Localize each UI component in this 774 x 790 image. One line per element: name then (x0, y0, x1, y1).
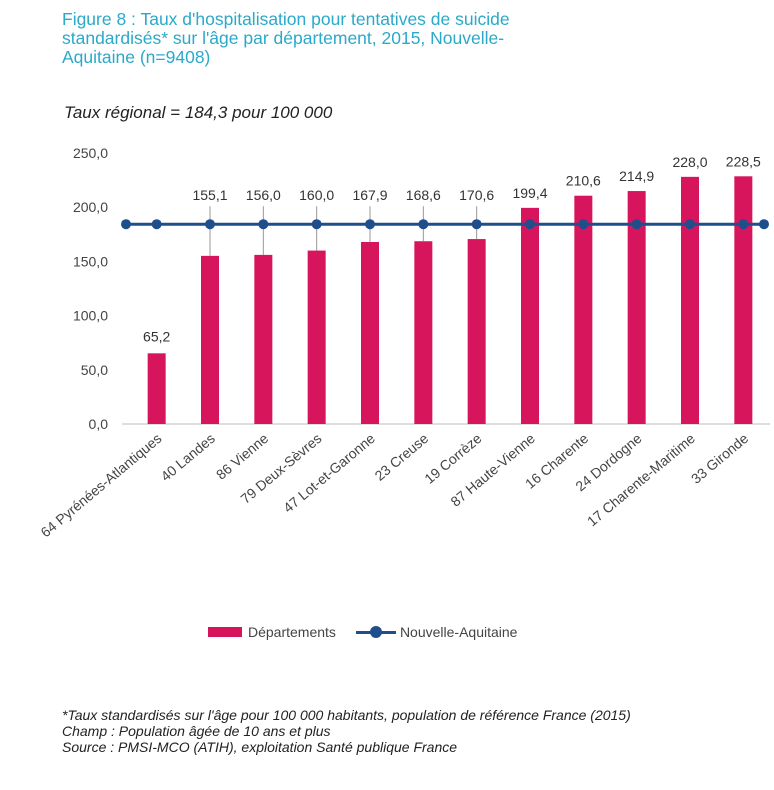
regional-point (365, 219, 375, 230)
regional-point (578, 219, 589, 230)
regional-point (151, 219, 162, 230)
category-label: 64 Pyrénées-Atlantiques (37, 430, 164, 540)
legend-line-swatch (355, 626, 396, 638)
regional-point (258, 219, 269, 230)
regional-point (205, 219, 215, 230)
chart-legend: Départements Nouvelle-Aquitaine (208, 624, 537, 640)
bar (201, 255, 219, 424)
data-label: 228,0 (672, 154, 707, 170)
y-tick-label: 150,0 (73, 253, 108, 269)
bar (147, 353, 166, 424)
chart-notes: *Taux standardisés sur l'âge pour 100 00… (62, 707, 762, 755)
data-label: 210,6 (566, 173, 601, 189)
bar (361, 241, 379, 424)
bar (681, 176, 699, 424)
data-label: 228,5 (726, 153, 761, 169)
regional-rate: Taux régional = 184,3 pour 100 000 (64, 103, 333, 122)
bar (254, 254, 273, 424)
legend-item-departements: Départements (208, 624, 336, 640)
regional-point (471, 219, 482, 230)
bar (627, 191, 646, 424)
category-label: 40 Landes (158, 430, 218, 484)
bar (521, 207, 539, 424)
legend-bar-swatch (208, 627, 242, 637)
data-label: 199,4 (512, 185, 547, 201)
y-tick-label: 0,0 (89, 416, 109, 432)
data-label: 214,9 (619, 168, 654, 184)
category-label: 33 Gironde (688, 430, 752, 487)
y-tick-label: 200,0 (73, 199, 108, 215)
bar (414, 241, 433, 424)
regional-point (631, 219, 642, 230)
data-label: 170,6 (459, 187, 494, 203)
regional-point (311, 219, 322, 230)
bar (734, 176, 753, 424)
regional-point (525, 219, 535, 230)
regional-point (685, 219, 695, 230)
data-label: 155,1 (192, 187, 227, 203)
figure-title-line: Figure 8 : Taux d'hospitalisation pour t… (62, 9, 510, 29)
legend-bar-label: Départements (248, 624, 336, 640)
figure-title: Figure 8 : Taux d'hospitalisation pour t… (62, 10, 742, 67)
note-champ: Champ : Population âgée de 10 ans et plu… (62, 723, 331, 739)
bar (467, 239, 486, 424)
regional-point (418, 219, 429, 230)
y-tick-label: 50,0 (81, 362, 108, 378)
note-standardisation: *Taux standardisés sur l'âge pour 100 00… (62, 707, 631, 723)
category-label: 47 Lot-et-Garonne (280, 430, 378, 516)
data-label: 156,0 (246, 187, 281, 203)
data-label: 65,2 (143, 328, 170, 344)
regional-point (121, 219, 131, 230)
data-label: 160,0 (299, 187, 334, 203)
bar (574, 195, 593, 424)
legend-item-nouvelle-aquitaine: Nouvelle-Aquitaine (355, 624, 518, 640)
y-tick-label: 250,0 (73, 145, 108, 161)
bar (307, 250, 326, 424)
data-label: 168,6 (406, 187, 441, 203)
note-source: Source : PMSI-MCO (ATIH), exploitation S… (62, 739, 458, 755)
regional-point (759, 219, 769, 230)
bar-line-chart: 0,0 50,0 100,0 150,0 200,0 250,0 65,2 155,1 156,… (37, 145, 770, 540)
y-tick-label: 100,0 (73, 308, 108, 324)
legend-line-label: Nouvelle-Aquitaine (399, 624, 518, 640)
data-label: 167,9 (352, 187, 387, 203)
regional-point (738, 219, 749, 230)
figure-title-line: standardisés* sur l'âge par département,… (62, 28, 505, 48)
figure-title-line: Aquitaine (n=9408) (62, 47, 211, 67)
